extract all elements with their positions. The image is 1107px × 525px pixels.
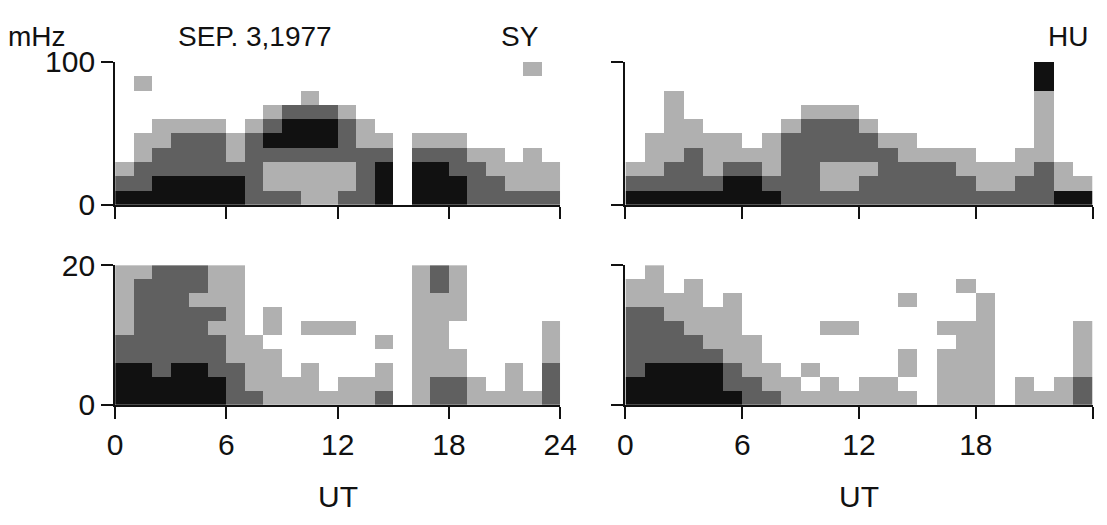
svg-text:12: 12 [842,428,875,461]
svg-text:6: 6 [218,428,235,461]
svg-text:100: 100 [45,45,95,78]
svg-text:12: 12 [321,428,354,461]
svg-text:20: 20 [62,249,95,282]
svg-text:UT: UT [839,480,879,513]
svg-text:0: 0 [78,188,95,221]
svg-text:0: 0 [617,428,634,461]
svg-text:HU: HU [1048,21,1088,52]
svg-text:6: 6 [734,428,751,461]
svg-text:SY: SY [501,21,539,52]
svg-text:24: 24 [543,428,576,461]
svg-text:0: 0 [107,428,124,461]
svg-text:mHz: mHz [8,21,66,52]
svg-text:18: 18 [432,428,465,461]
svg-text:18: 18 [959,428,992,461]
svg-text:0: 0 [78,388,95,421]
svg-text:UT: UT [318,480,358,513]
svg-text:SEP. 3,1977: SEP. 3,1977 [178,21,332,52]
